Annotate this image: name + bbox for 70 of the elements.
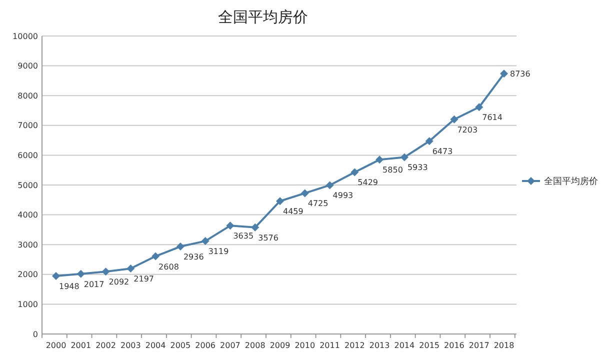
chart-title: 全国平均房价 bbox=[218, 8, 308, 26]
x-tick-label: 2000 bbox=[46, 341, 66, 350]
x-tick-label: 2005 bbox=[170, 341, 191, 350]
data-label: 4725 bbox=[308, 199, 328, 208]
point bbox=[76, 270, 85, 278]
data-label: 7203 bbox=[457, 125, 478, 134]
data-label: 3576 bbox=[258, 233, 278, 242]
y-tick-label: 9000 bbox=[18, 62, 38, 71]
x-tick-label: 2006 bbox=[195, 341, 216, 350]
x-tick-label: 2013 bbox=[369, 341, 390, 350]
data-label: 2936 bbox=[183, 252, 204, 262]
x-tick-label: 2008 bbox=[244, 341, 266, 350]
point bbox=[300, 189, 309, 198]
point bbox=[400, 153, 408, 162]
y-tick-label: 10000 bbox=[12, 32, 38, 41]
data-label: 1948 bbox=[59, 282, 80, 291]
x-tick-label: 2011 bbox=[320, 341, 340, 350]
point bbox=[152, 252, 160, 260]
y-tick-label: 8000 bbox=[18, 91, 38, 100]
data-label: 2197 bbox=[134, 274, 154, 284]
x-tick-label: 2012 bbox=[344, 341, 365, 350]
y-tick-label: 5000 bbox=[18, 180, 38, 190]
point bbox=[376, 156, 384, 164]
point bbox=[201, 237, 210, 246]
x-tick-label: 2014 bbox=[394, 341, 415, 350]
x-tick-label: 2009 bbox=[270, 341, 290, 350]
point bbox=[126, 264, 135, 273]
data-label: 4993 bbox=[332, 191, 354, 200]
y-tick-label: 1000 bbox=[18, 300, 38, 309]
x-tick-label: 2004 bbox=[145, 341, 166, 350]
point bbox=[276, 197, 284, 206]
y-tick-label: 6000 bbox=[18, 151, 38, 160]
data-label: 5429 bbox=[358, 178, 378, 188]
x-tick-label: 2016 bbox=[444, 341, 464, 350]
x-tick-label: 2003 bbox=[120, 341, 141, 350]
y-tick-label: 7000 bbox=[18, 121, 38, 130]
point bbox=[226, 222, 234, 230]
point bbox=[52, 272, 60, 280]
point bbox=[425, 137, 434, 146]
y-tick-label: 2000 bbox=[18, 270, 38, 280]
x-tick-label: 2010 bbox=[294, 341, 316, 350]
data-label: 5850 bbox=[382, 166, 403, 175]
point bbox=[176, 242, 184, 251]
y-tick-label: 4000 bbox=[18, 210, 38, 220]
point bbox=[350, 168, 359, 176]
x-tick-label: 2001 bbox=[70, 341, 92, 350]
data-label: 2608 bbox=[158, 262, 179, 272]
point bbox=[450, 115, 458, 124]
data-label: 6473 bbox=[432, 147, 453, 156]
point bbox=[475, 103, 484, 112]
y-tick-label: 0 bbox=[32, 330, 38, 339]
data-label: 2092 bbox=[108, 278, 130, 287]
data-label: 2017 bbox=[84, 280, 104, 289]
x-tick-label: 2017 bbox=[468, 341, 490, 350]
point bbox=[500, 70, 508, 78]
point bbox=[251, 223, 260, 232]
data-label: 7614 bbox=[482, 113, 502, 122]
data-label: 4459 bbox=[283, 207, 304, 216]
x-tick-label: 2015 bbox=[419, 341, 440, 350]
legend-label: 全国平均房价 bbox=[544, 176, 598, 188]
point bbox=[326, 181, 334, 190]
x-tick-label: 2007 bbox=[220, 341, 240, 350]
data-label: 8736 bbox=[510, 70, 530, 79]
x-tick-label: 2018 bbox=[494, 341, 514, 350]
point bbox=[102, 268, 110, 276]
data-label: 3119 bbox=[208, 247, 229, 256]
data-label: 3635 bbox=[233, 232, 254, 241]
y-tick-label: 3000 bbox=[18, 240, 38, 250]
data-label: 5933 bbox=[407, 163, 428, 172]
x-tick-label: 2002 bbox=[96, 341, 116, 350]
